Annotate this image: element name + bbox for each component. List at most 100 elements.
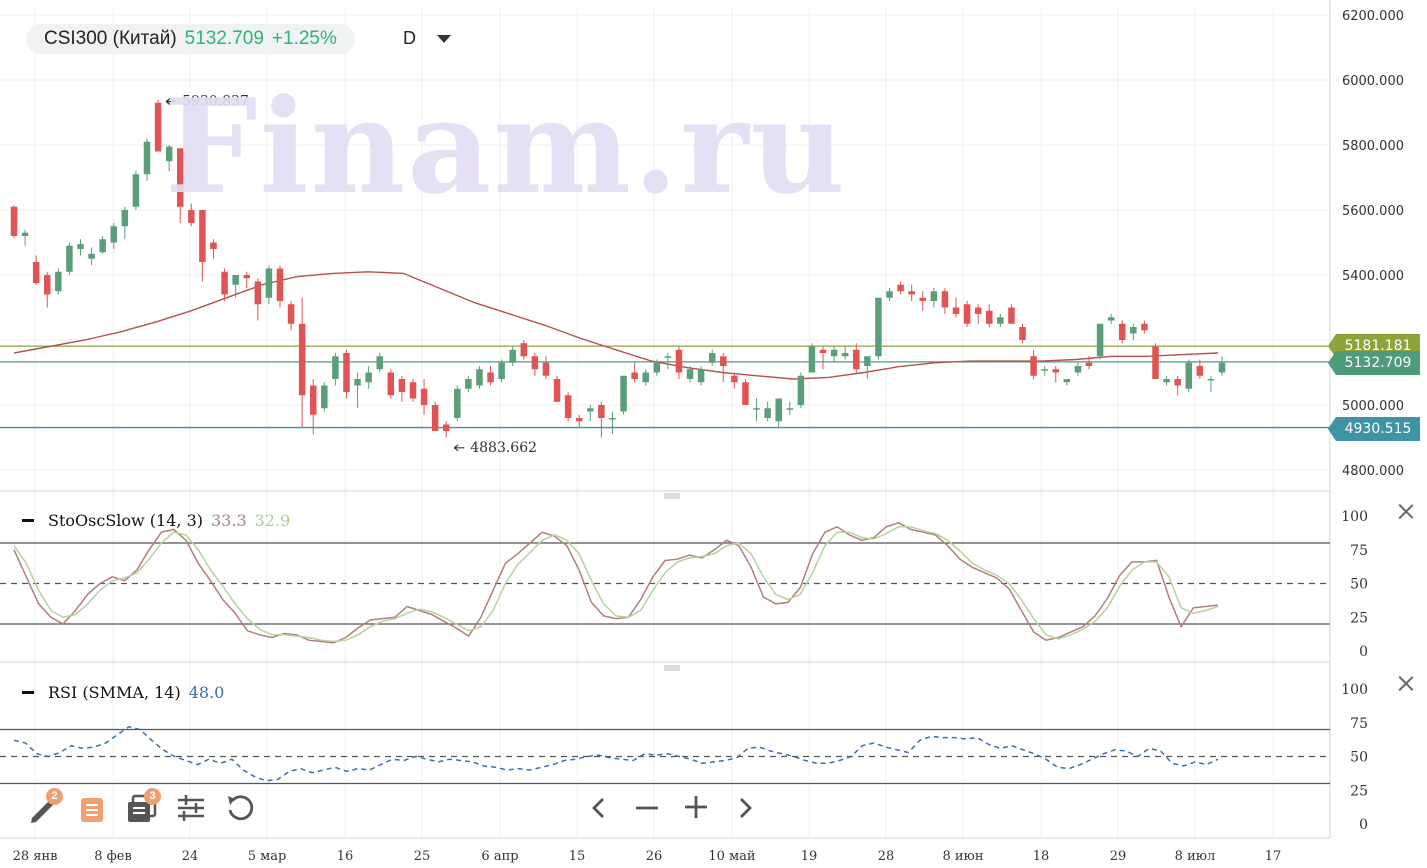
- candle-body: [553, 379, 561, 402]
- level-tag-last-text: 5132.709: [1344, 355, 1412, 371]
- candle: [210, 239, 217, 259]
- candle: [775, 398, 782, 428]
- candle-body: [830, 349, 838, 357]
- x-tick-label: 26: [646, 849, 663, 864]
- y-tick-label: 6000.000: [1342, 74, 1404, 89]
- level-tag-low: 4930.515: [1328, 417, 1420, 441]
- layers-icon[interactable]: [126, 794, 158, 824]
- candle: [387, 369, 395, 399]
- candle: [465, 375, 472, 392]
- period-selector[interactable]: D: [403, 28, 416, 48]
- candle-body: [986, 310, 993, 324]
- y-tick-label: 5600.000: [1342, 204, 1404, 219]
- candle: [199, 210, 206, 282]
- close-stoch-icon[interactable]: [1398, 503, 1414, 519]
- candle: [686, 366, 694, 383]
- annotation-label: 4883.662: [470, 440, 537, 456]
- candle-body: [332, 356, 339, 379]
- candle: [1041, 366, 1048, 376]
- candle: [254, 278, 262, 321]
- candle: [786, 401, 794, 415]
- stoch-k-value: 33.3: [211, 511, 247, 530]
- close-rsi-icon[interactable]: [1398, 675, 1414, 691]
- osc-y-tick-label: 25: [1350, 610, 1368, 626]
- candle-body: [1207, 379, 1215, 381]
- candle-body: [243, 275, 250, 279]
- candle-body: [642, 372, 649, 383]
- candle-body: [520, 343, 528, 357]
- x-tick-label: 5 мар: [248, 849, 287, 864]
- candle-body: [908, 291, 915, 295]
- x-tick-label: 29: [1110, 849, 1127, 864]
- candle-body: [1074, 366, 1082, 373]
- candle-body: [487, 372, 494, 383]
- sliders-icon[interactable]: [176, 794, 206, 822]
- candle: [365, 366, 372, 389]
- candle: [454, 385, 461, 422]
- candle: [731, 372, 738, 389]
- candle: [587, 405, 594, 422]
- candle: [1218, 356, 1226, 376]
- candle: [10, 205, 18, 238]
- chevron-left-icon[interactable]: [588, 796, 610, 820]
- bottom-toolbar: 2 3: [0, 782, 1330, 832]
- candle-body: [853, 349, 860, 370]
- candle-body: [10, 206, 18, 236]
- candle: [1141, 320, 1148, 334]
- undo-icon[interactable]: [224, 792, 256, 824]
- stoch-d-value: 32.9: [254, 511, 291, 530]
- candle: [952, 297, 960, 318]
- candle: [176, 148, 184, 223]
- candle-body: [354, 379, 361, 386]
- candle-body: [941, 291, 949, 308]
- stoch-title[interactable]: StoOscSlow (14, 3) 33.3 32.9: [22, 511, 290, 530]
- pencil-icon[interactable]: [28, 792, 60, 824]
- osc-series-line: [13, 526, 1219, 643]
- candle: [1085, 356, 1093, 370]
- rsi-title[interactable]: RSI (SMMA, 14) 48.0: [22, 683, 224, 702]
- candle: [1030, 349, 1037, 379]
- list-icon[interactable]: [78, 796, 108, 824]
- candle-body: [620, 375, 627, 412]
- collapse-dash-icon[interactable]: [22, 691, 34, 694]
- candle-body: [309, 385, 317, 415]
- candle-body: [509, 349, 516, 363]
- collapse-dash-icon[interactable]: [22, 519, 34, 522]
- symbol-header[interactable]: CSI300 (Китай) 5132.709 +1.25%: [26, 24, 355, 54]
- candle-body: [808, 346, 816, 373]
- candle: [830, 346, 838, 363]
- candle-body: [154, 102, 162, 152]
- candle: [564, 392, 572, 422]
- zoom-in-icon[interactable]: [683, 794, 709, 820]
- candle-body: [276, 268, 284, 301]
- candle-body: [930, 291, 938, 301]
- candle: [1207, 375, 1215, 392]
- chevron-down-icon[interactable]: [437, 35, 451, 43]
- annotation-arrow: [453, 444, 465, 452]
- x-tick-label: 8 июл: [1175, 849, 1216, 864]
- moving-average-line: [13, 271, 1219, 380]
- candle-body: [564, 395, 572, 418]
- candle: [1196, 359, 1204, 379]
- candle: [742, 379, 749, 405]
- candle: [476, 366, 483, 389]
- candle-body: [1130, 327, 1137, 334]
- zoom-out-icon[interactable]: [634, 796, 660, 820]
- chevron-right-icon[interactable]: [734, 796, 756, 820]
- candle: [99, 236, 106, 254]
- osc-y-tick-label: 50: [1350, 750, 1368, 766]
- candle-body: [442, 424, 450, 431]
- candle: [1008, 304, 1015, 324]
- candle-body: [731, 375, 738, 383]
- candle: [287, 301, 295, 331]
- osc-series-line: [13, 521, 1219, 644]
- candle-body: [110, 226, 117, 243]
- x-tick-label: 8 июн: [942, 849, 983, 864]
- candle-body: [1107, 317, 1115, 321]
- candle: [986, 304, 993, 327]
- candle: [276, 265, 284, 308]
- y-tick-label: 5400.000: [1342, 269, 1404, 284]
- candle-body: [708, 353, 716, 363]
- candle: [963, 301, 971, 327]
